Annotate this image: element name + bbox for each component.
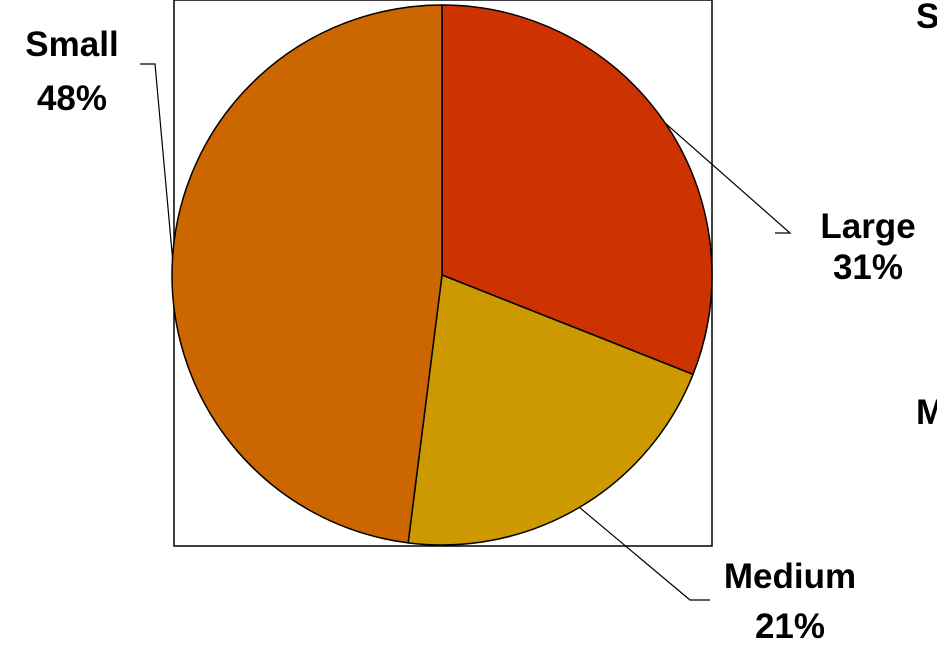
slice-label-small-name: Small	[25, 25, 118, 64]
slice-label-large-name: Large	[820, 207, 915, 246]
leader-lines	[140, 63, 792, 601]
pie-slice-medium	[407, 273, 695, 546]
pie-slice-small	[171, 4, 443, 544]
slice-label-small-percent: 48%	[37, 79, 107, 118]
pie-slices	[171, 4, 713, 546]
leader-line-large	[664, 122, 792, 234]
cropped-text-mid-right: M	[916, 393, 937, 432]
pie-slice-large	[441, 4, 713, 376]
cropped-text-top-right: S	[916, 0, 937, 36]
slice-label-large-percent: 31%	[833, 248, 903, 287]
slice-label-medium-name: Medium	[724, 557, 856, 596]
slice-label-medium-percent: 21%	[755, 607, 825, 646]
leader-line-medium	[579, 506, 710, 601]
leader-line-small	[140, 63, 174, 259]
